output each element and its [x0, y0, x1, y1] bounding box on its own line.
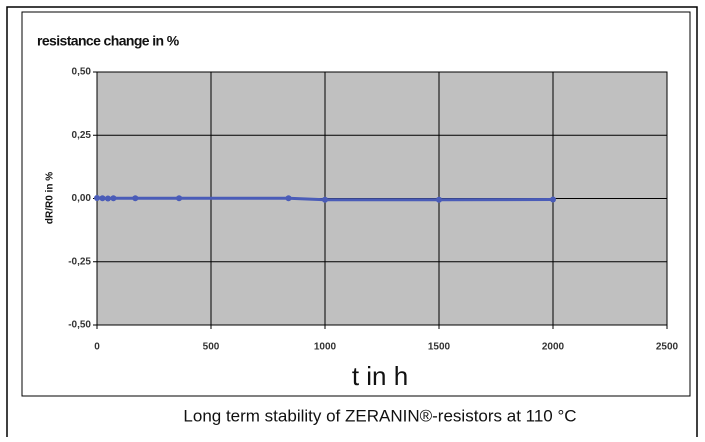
- x-tick-label: 2000: [542, 342, 565, 353]
- data-point: [110, 195, 117, 202]
- x-tick-label: 0: [94, 342, 100, 353]
- y-tick-label: 0,50: [72, 67, 92, 78]
- y-tick-label: -0,25: [68, 256, 91, 267]
- x-tick-label: 2500: [656, 342, 679, 353]
- chart-frame: [21, 11, 691, 397]
- x-tick-label: 500: [203, 342, 220, 353]
- data-point: [285, 195, 292, 202]
- y-tick-label: -0,50: [68, 320, 91, 331]
- y-axis-label: dR/R0 in %: [45, 172, 56, 224]
- y-tick-label: 0,00: [72, 193, 92, 204]
- data-point: [550, 196, 556, 203]
- data-point: [436, 196, 442, 203]
- chart-title: resistance change in %: [37, 33, 180, 49]
- caption: Long term stability of ZERANIN®-resistor…: [183, 406, 576, 425]
- x-tick-label: 1500: [428, 342, 451, 353]
- data-point: [322, 196, 328, 203]
- data-point: [104, 195, 111, 202]
- data-point: [176, 195, 183, 202]
- data-point: [132, 195, 139, 202]
- data-point: [94, 194, 100, 201]
- y-tick-label: 0,25: [72, 130, 92, 141]
- data-point: [99, 195, 106, 202]
- x-tick-label: 1000: [314, 342, 337, 353]
- outer-frame: [6, 6, 698, 437]
- x-axis-label: t in h: [352, 361, 408, 391]
